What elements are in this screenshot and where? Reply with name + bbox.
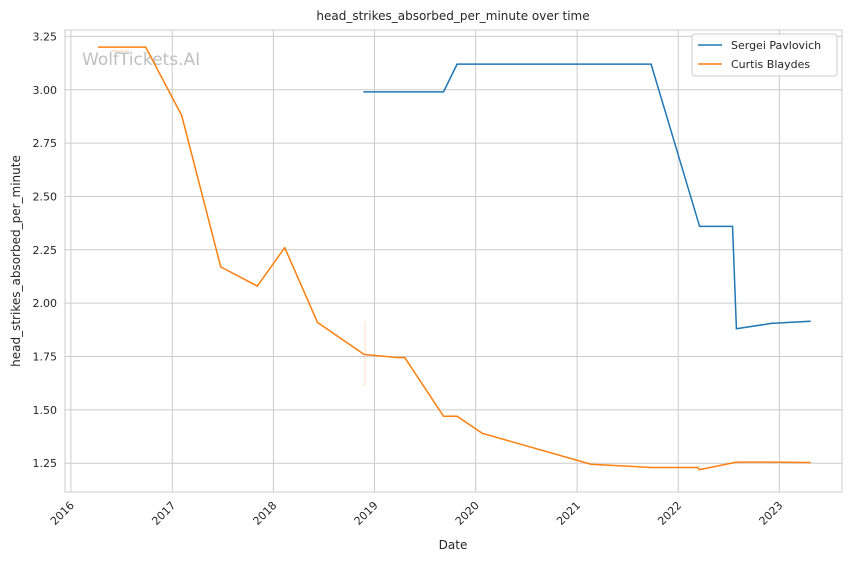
- y-tick-label: 1.25: [33, 457, 58, 470]
- data-point-curtis-blaydes: [735, 461, 738, 463]
- data-point-curtis-blaydes: [481, 432, 484, 435]
- data-point-sergei-pavlovich: [735, 328, 738, 330]
- data-point-curtis-blaydes: [283, 246, 286, 249]
- data-point-curtis-blaydes: [442, 415, 445, 417]
- data-point-sergei-pavlovich: [650, 63, 652, 65]
- data-point-sergei-pavlovich: [809, 320, 811, 323]
- data-point-curtis-blaydes: [363, 353, 365, 356]
- y-axis-label: head_strikes_absorbed_per_minute: [9, 155, 23, 367]
- plot-area: [64, 29, 843, 493]
- data-point-curtis-blaydes: [650, 466, 652, 469]
- data-point-curtis-blaydes: [144, 46, 147, 48]
- data-point-sergei-pavlovich: [363, 91, 365, 93]
- data-point-curtis-blaydes: [809, 461, 811, 464]
- y-tick-label: 2.50: [33, 190, 58, 203]
- x-axis-label: Date: [439, 538, 468, 552]
- data-point-curtis-blaydes: [403, 356, 406, 359]
- watermark: WolfTickets.AI: [82, 50, 200, 70]
- data-point-curtis-blaydes: [590, 463, 592, 466]
- data-point-sergei-pavlovich: [770, 322, 773, 325]
- data-point-curtis-blaydes: [219, 266, 222, 268]
- legend-box: [691, 33, 838, 77]
- legend-label-sergei-pavlovich: Sergei Pavlovich: [731, 39, 821, 52]
- y-tick-label: 1.75: [33, 350, 58, 363]
- y-tick-label: 3.00: [33, 84, 58, 97]
- y-tick-label: 2.00: [33, 297, 58, 310]
- y-tick-labels: 1.25 1.50 1.75 2.00 2.25 2.50 2.75 3.00 3.25: [33, 30, 58, 470]
- data-point-curtis-blaydes: [316, 321, 319, 324]
- data-point-curtis-blaydes: [456, 415, 458, 417]
- y-tick-label: 3.25: [33, 30, 58, 43]
- y-tick-label: 2.75: [33, 137, 58, 150]
- data-point-curtis-blaydes: [97, 46, 100, 48]
- chart-title: head_strikes_absorbed_per_minute over ti…: [316, 9, 589, 23]
- data-point-curtis-blaydes: [256, 285, 259, 287]
- data-point-sergei-pavlovich: [731, 225, 734, 228]
- x-gridlines: [70, 30, 780, 492]
- data-point-curtis-blaydes: [396, 356, 398, 359]
- data-point-curtis-blaydes: [696, 466, 699, 469]
- y-gridlines: [65, 35, 842, 464]
- series-layer: [97, 46, 811, 471]
- data-point-curtis-blaydes: [180, 114, 183, 117]
- legend-label-curtis-blaydes: Curtis Blaydes: [731, 58, 810, 71]
- data-point-curtis-blaydes: [770, 461, 773, 463]
- data-point-sergei-pavlovich: [698, 225, 701, 228]
- y-tick-label: 1.50: [33, 404, 58, 417]
- y-tick-label: 2.25: [33, 244, 58, 257]
- legend: Sergei Pavlovich Curtis Blaydes: [691, 33, 838, 77]
- data-point-sergei-pavlovich: [442, 91, 445, 93]
- data-point-curtis-blaydes: [698, 468, 701, 471]
- data-point-sergei-pavlovich: [456, 63, 458, 65]
